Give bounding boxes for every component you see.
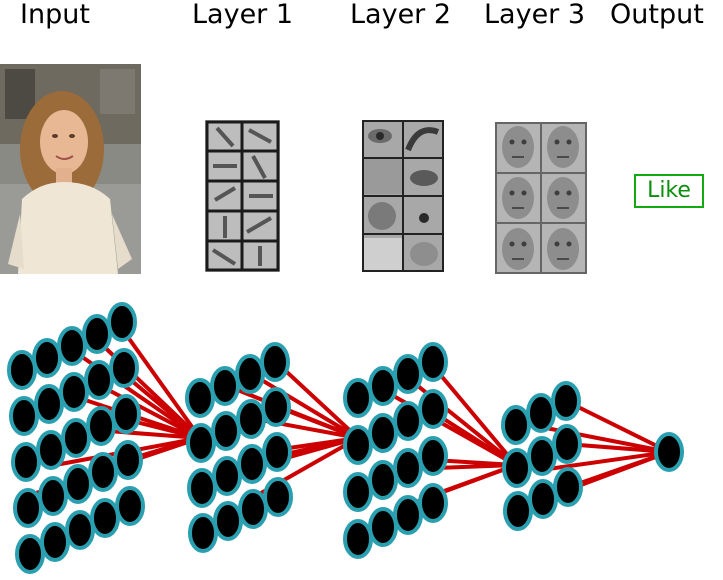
layer1-neuron — [212, 456, 242, 496]
connection-edge — [565, 399, 670, 454]
layer2-neuron — [393, 495, 423, 535]
connection-edge — [118, 324, 202, 440]
layer1-neuron — [238, 489, 268, 529]
input-neuron — [38, 476, 68, 516]
input-neuron — [113, 440, 143, 480]
input-neuron — [59, 372, 89, 412]
layer2-neuron — [343, 472, 373, 512]
layer-3-features — [495, 122, 587, 274]
input-neuron — [11, 442, 41, 482]
layer3-neuron — [526, 393, 556, 433]
layer1-neuron — [263, 477, 293, 517]
layer1-neuron — [186, 423, 216, 463]
input-neuron — [82, 314, 112, 354]
layer3-neuron — [502, 448, 532, 488]
connection-edge — [431, 364, 518, 467]
input-neuron — [34, 384, 64, 424]
header-input: Input — [20, 0, 90, 30]
layer1-neuron — [262, 432, 292, 472]
connection-edge — [94, 381, 201, 440]
layer2-neuron — [343, 519, 373, 559]
layer3-neuron — [527, 436, 557, 476]
input-neuron — [107, 302, 137, 342]
layer1-neuron — [261, 387, 291, 427]
layer2-neuron — [418, 436, 448, 476]
layer-1-features — [205, 120, 280, 272]
layer2-neuron — [393, 354, 423, 394]
input-photo — [0, 64, 141, 274]
input-neuron — [115, 486, 145, 526]
layer1-neuron — [260, 342, 290, 382]
input-neuron — [61, 418, 91, 458]
layer1-neuron — [237, 444, 267, 484]
layer2-neuron — [368, 413, 398, 453]
input-neuron — [86, 406, 116, 446]
layer3-neuron — [552, 424, 582, 464]
layer2-neuron — [393, 448, 423, 488]
layer2-neuron — [343, 425, 373, 465]
header-layer-2: Layer 2 — [350, 0, 452, 30]
layer2-neuron — [418, 483, 448, 523]
layer1-neuron — [185, 378, 215, 418]
layer2-neuron — [368, 366, 398, 406]
layer2-neuron — [368, 460, 398, 500]
layer1-neuron — [211, 411, 241, 451]
input-neuron — [90, 498, 120, 538]
layer2-neuron — [343, 378, 373, 418]
layer1-neuron — [213, 501, 243, 541]
input-neuron — [36, 430, 66, 470]
connection-edge — [540, 450, 670, 472]
input-neuron — [9, 396, 39, 436]
output-like-box: Like — [634, 174, 704, 208]
header-output: Output — [610, 0, 704, 30]
layer2-neuron — [393, 401, 423, 441]
layer1-neuron — [236, 399, 266, 439]
connection-edge — [273, 359, 360, 440]
layer1-neuron — [188, 513, 218, 553]
layer3-neuron — [503, 491, 533, 531]
layer2-neuron — [418, 389, 448, 429]
input-neuron — [57, 326, 87, 366]
output-neuron — [654, 432, 684, 472]
header-layer-1: Layer 1 — [192, 0, 294, 30]
input-neuron — [63, 464, 93, 504]
header-layer-3: Layer 3 — [484, 0, 586, 30]
layer1-neuron — [235, 354, 265, 394]
input-neuron — [7, 350, 37, 390]
layer1-neuron — [210, 366, 240, 406]
layer-2-features — [362, 120, 444, 272]
input-neuron — [84, 360, 114, 400]
input-neuron — [13, 488, 43, 528]
connection-edge — [565, 442, 670, 454]
layer2-neuron — [368, 507, 398, 547]
input-neuron — [15, 534, 45, 574]
input-neuron — [109, 348, 139, 388]
input-neuron — [111, 394, 141, 434]
input-neuron — [88, 452, 118, 492]
input-neuron — [65, 510, 95, 550]
layer2-neuron — [418, 342, 448, 382]
connection-edge — [248, 371, 360, 440]
input-neuron — [32, 338, 62, 378]
layer3-neuron — [528, 479, 558, 519]
layer3-neuron — [501, 405, 531, 445]
input-neuron — [40, 522, 70, 562]
layer3-neuron — [553, 467, 583, 507]
layer3-neuron — [551, 381, 581, 421]
connection-edge — [431, 410, 518, 467]
layer1-neuron — [187, 468, 217, 508]
